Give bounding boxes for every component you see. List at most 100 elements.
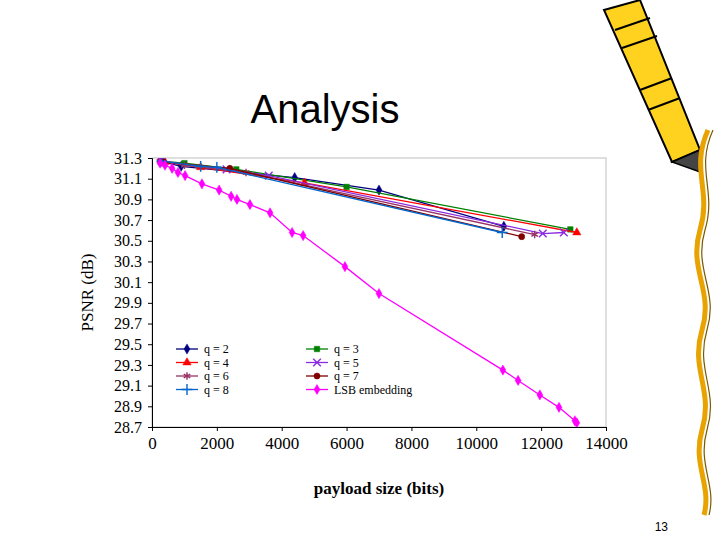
x-tick-label: 6000 [330, 434, 364, 453]
data-point [344, 184, 349, 189]
y-tick-label: 31.3 [114, 150, 142, 167]
data-point [234, 194, 240, 204]
y-tick: 31.1 [114, 170, 152, 187]
legend-entry: q = 4 [176, 356, 229, 370]
wavy-line [697, 130, 708, 515]
wavy-line-outline [702, 130, 713, 515]
legend-entry: q = 7 [306, 369, 359, 383]
plot-frame [152, 158, 606, 427]
y-tick-label: 31.1 [114, 170, 142, 187]
legend-label: q = 6 [204, 369, 229, 383]
series-line [163, 162, 521, 236]
legend-swatch-marker [314, 384, 320, 394]
y-tick-mark [148, 344, 152, 345]
pencil-stripes [615, 18, 680, 110]
pencil-body [604, 0, 700, 162]
legend-label: q = 3 [334, 342, 359, 356]
y-tick-label: 30.1 [114, 274, 142, 291]
legend-label: q = 7 [334, 369, 359, 383]
data-point [515, 375, 521, 385]
y-tick-label: 30.9 [114, 191, 142, 208]
chart-title: Analysis [251, 87, 400, 131]
series-line [160, 161, 535, 234]
y-tick-mark [148, 365, 152, 366]
legend-entry: q = 3 [306, 342, 359, 356]
data-point [162, 160, 168, 170]
x-axis: 02000400060008000100001200014000 [148, 427, 628, 453]
data-point [157, 158, 163, 168]
y-tick-mark [148, 241, 152, 242]
data-point [574, 418, 580, 427]
data-point [169, 163, 175, 173]
data-point [175, 167, 181, 177]
y-axis-line [148, 159, 153, 428]
y-tick-mark [148, 158, 152, 159]
x-tick: 4000 [265, 427, 299, 453]
legend-entry: q = 5 [306, 356, 359, 370]
y-tick-label: 30.5 [114, 232, 142, 249]
data-point [267, 208, 273, 218]
x-axis-line [153, 428, 607, 432]
y-tick-mark [148, 303, 152, 304]
slide: Analysis02000400060008000100001200014000… [0, 0, 720, 540]
data-point [560, 229, 568, 237]
data-point [537, 390, 543, 400]
data-point [519, 234, 525, 240]
legend-entry: LSB embedding [306, 383, 412, 397]
series-line [162, 161, 503, 232]
legend-entry: q = 2 [176, 342, 229, 356]
data-point [376, 288, 382, 298]
data-point [497, 227, 508, 238]
x-tick-mark [347, 427, 348, 431]
data-point [300, 230, 306, 240]
legend: q = 2q = 3q = 4q = 5q = 6q = 7q = 8LSB e… [170, 339, 438, 403]
legend-swatch-marker [184, 344, 190, 354]
y-tick: 29.9 [114, 294, 152, 311]
y-tick-label: 28.9 [114, 398, 142, 415]
x-tick-label: 14000 [585, 434, 628, 453]
legend-swatch-marker [314, 373, 320, 379]
x-tick: 8000 [395, 427, 429, 453]
data-point [216, 185, 222, 195]
y-tick-mark [148, 220, 152, 221]
y-tick: 28.9 [114, 398, 152, 415]
y-tick: 29.7 [114, 315, 152, 332]
pencil-tip [672, 150, 700, 172]
y-tick-label: 30.3 [114, 253, 142, 270]
y-tick-mark [148, 406, 152, 407]
data-point [342, 262, 348, 272]
y-tick-mark [148, 324, 152, 325]
legend-entry: q = 6 [176, 369, 229, 383]
legend-swatch-marker [184, 372, 191, 380]
legend-label: q = 2 [204, 342, 229, 356]
y-tick: 30.9 [114, 191, 152, 208]
y-tick: 28.7 [114, 419, 152, 436]
x-tick: 0 [148, 427, 157, 453]
x-tick: 10000 [456, 427, 499, 453]
y-tick: 29.3 [114, 357, 152, 374]
x-axis-title: payload size (bits) [314, 479, 444, 498]
y-tick: 29.1 [114, 377, 152, 394]
y-tick-label: 29.9 [114, 294, 142, 311]
data-point [228, 191, 234, 201]
data-point [500, 365, 506, 375]
x-tick-label: 0 [148, 434, 157, 453]
y-tick-mark [148, 386, 152, 387]
data-point [556, 402, 562, 412]
x-tick-mark [541, 427, 542, 431]
y-tick: 30.5 [114, 232, 152, 249]
y-tick-label: 28.7 [114, 419, 142, 436]
x-tick: 14000 [585, 427, 628, 453]
data-point [195, 161, 206, 172]
y-tick-mark [148, 261, 152, 262]
y-tick-label: 29.1 [114, 377, 142, 394]
legend-swatch-marker [182, 384, 193, 395]
x-tick-mark [606, 427, 607, 431]
x-tick: 2000 [200, 427, 234, 453]
y-axis-title: PSNR (dB) [78, 254, 97, 332]
y-tick-label: 29.7 [114, 315, 142, 332]
y-tick-mark [148, 179, 152, 180]
x-tick-mark [282, 427, 283, 431]
x-tick-label: 4000 [265, 434, 299, 453]
x-tick-label: 8000 [395, 434, 429, 453]
